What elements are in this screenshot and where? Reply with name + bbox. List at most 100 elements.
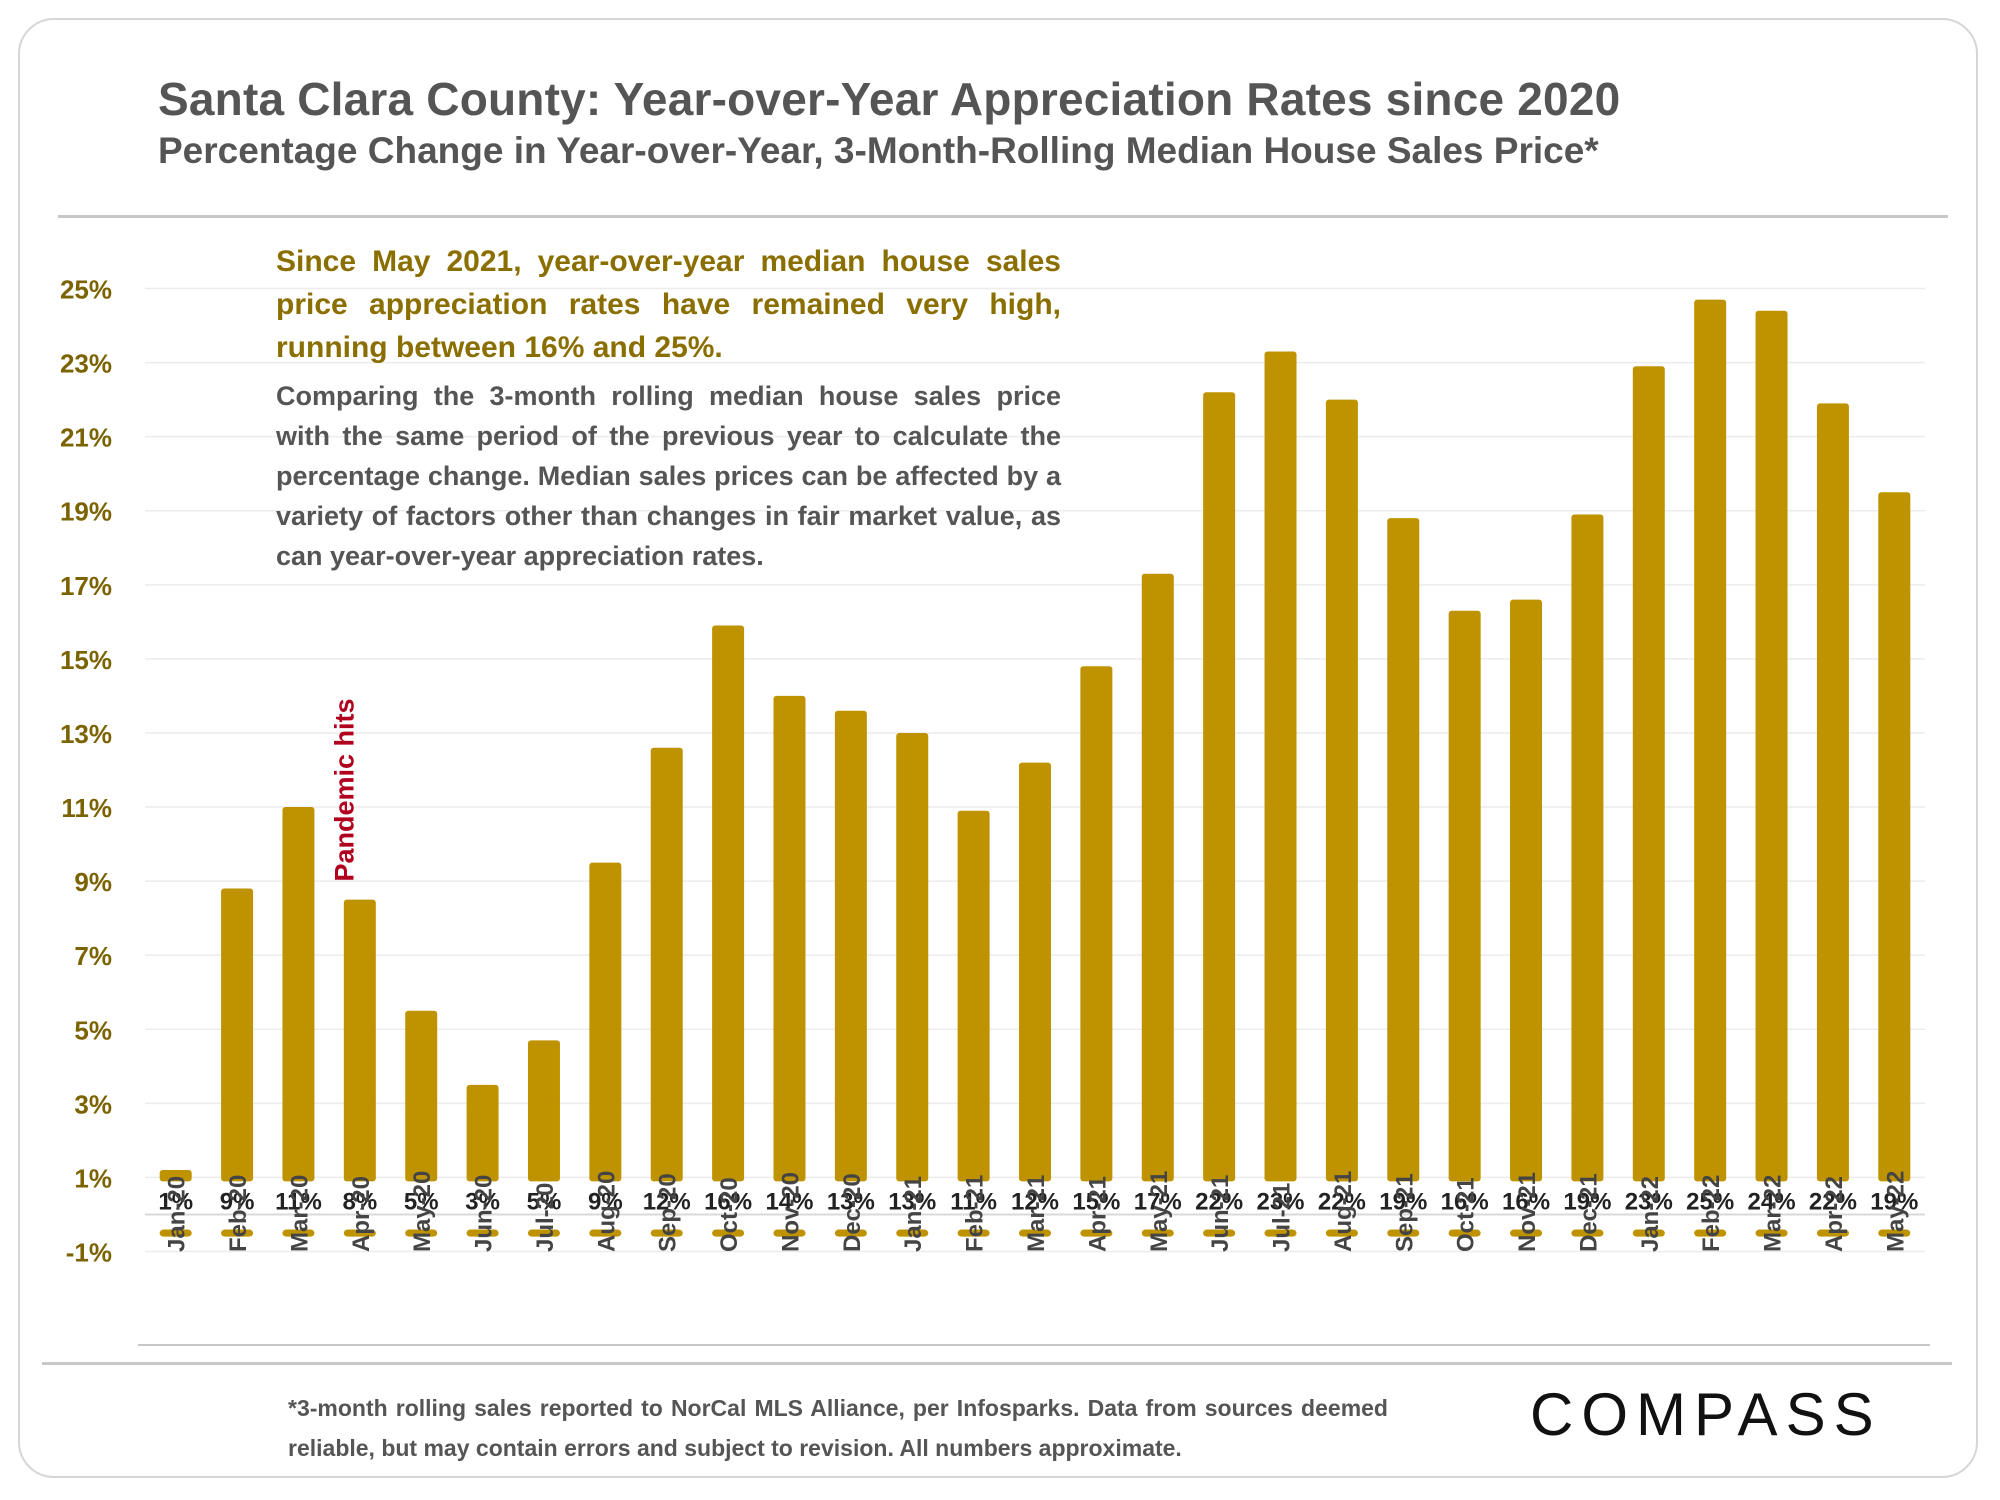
y-tick-label: 17% bbox=[60, 571, 112, 601]
chart-title: Santa Clara County: Year-over-Year Appre… bbox=[158, 73, 1621, 125]
y-tick-label: 19% bbox=[60, 497, 112, 527]
bar-base bbox=[527, 1229, 560, 1237]
bar-base bbox=[957, 1229, 990, 1237]
bar-base bbox=[1816, 1229, 1849, 1237]
x-tick-label: Sep-21 bbox=[1391, 1173, 1418, 1252]
bar-base bbox=[282, 1229, 315, 1237]
footnote: *3-month rolling sales reported to NorCa… bbox=[288, 1395, 1388, 1461]
data-label: 16% bbox=[704, 1188, 752, 1215]
data-label: 12% bbox=[1011, 1188, 1059, 1215]
x-tick-label: Nov-20 bbox=[777, 1172, 804, 1252]
x-tick-label: Jan-22 bbox=[1637, 1176, 1664, 1252]
bar bbox=[1510, 599, 1543, 1182]
y-tick-label: 9% bbox=[74, 867, 112, 897]
bar-base bbox=[1448, 1229, 1481, 1237]
y-tick-label: 7% bbox=[74, 941, 112, 971]
bar-base bbox=[712, 1229, 745, 1237]
bar bbox=[1080, 666, 1113, 1182]
bar bbox=[1755, 310, 1788, 1182]
bar bbox=[1325, 399, 1358, 1182]
bar bbox=[1264, 351, 1297, 1182]
compass-logo: COMPASS bbox=[1530, 1381, 1882, 1448]
x-tick-label: Jun-20 bbox=[471, 1175, 498, 1252]
bar bbox=[221, 888, 254, 1182]
bar bbox=[1203, 392, 1236, 1182]
annotation-headline: Since May 2021, year-over-year median ho… bbox=[276, 245, 1061, 364]
data-label: 19% bbox=[1379, 1188, 1427, 1215]
x-tick-label: May-22 bbox=[1882, 1171, 1909, 1252]
bar-base bbox=[834, 1229, 867, 1237]
y-tick-label: 15% bbox=[60, 645, 112, 675]
bar bbox=[527, 1040, 560, 1182]
data-label: 11% bbox=[275, 1188, 322, 1215]
x-tick-label: Oct-20 bbox=[716, 1177, 743, 1252]
bar-base bbox=[589, 1229, 622, 1237]
bar-base bbox=[1019, 1229, 1051, 1237]
x-tick-label: Dec-21 bbox=[1575, 1173, 1602, 1252]
bar bbox=[834, 710, 867, 1182]
bar bbox=[282, 807, 315, 1182]
bar bbox=[1571, 514, 1604, 1182]
bar-base bbox=[466, 1229, 499, 1237]
data-label: 12% bbox=[643, 1188, 691, 1215]
bar bbox=[1878, 492, 1911, 1182]
y-tick-label: 13% bbox=[60, 719, 112, 749]
bar-base bbox=[1571, 1229, 1604, 1237]
x-tick-label: Jul-21 bbox=[1269, 1183, 1296, 1252]
data-label: 13% bbox=[827, 1188, 875, 1215]
y-tick-label: 25% bbox=[60, 275, 112, 305]
x-tick-label: Feb-21 bbox=[962, 1175, 989, 1252]
bar-base bbox=[1080, 1229, 1113, 1237]
bar-base bbox=[1694, 1229, 1727, 1237]
data-label: 25% bbox=[1686, 1188, 1734, 1215]
x-tick-label: Apr-20 bbox=[348, 1176, 375, 1252]
x-tick-label: Mar-22 bbox=[1760, 1175, 1787, 1252]
data-label: 14% bbox=[765, 1188, 813, 1215]
data-label: 19% bbox=[1563, 1188, 1611, 1215]
bar bbox=[589, 862, 622, 1182]
bar bbox=[1141, 573, 1174, 1182]
x-tick-label: Sep-20 bbox=[655, 1173, 682, 1252]
bar bbox=[405, 1010, 438, 1182]
data-label: 24% bbox=[1748, 1188, 1796, 1215]
data-label: 9% bbox=[220, 1188, 255, 1215]
x-tick-label: Jan-21 bbox=[900, 1176, 927, 1252]
bar-base bbox=[405, 1229, 438, 1237]
data-label: 5% bbox=[404, 1188, 439, 1215]
x-tick-label: Apr-22 bbox=[1821, 1176, 1848, 1252]
bar-base bbox=[1510, 1229, 1543, 1237]
pandemic-label: Pandemic hits bbox=[329, 698, 360, 882]
bar bbox=[1632, 366, 1665, 1182]
data-label: 3% bbox=[465, 1188, 500, 1215]
x-tick-label: May-20 bbox=[409, 1171, 436, 1252]
data-label: 1% bbox=[158, 1188, 193, 1215]
bar-base bbox=[343, 1229, 376, 1237]
x-tick-label: Jun-21 bbox=[1207, 1175, 1234, 1252]
data-label: 15% bbox=[1072, 1188, 1120, 1215]
bar-base bbox=[1325, 1229, 1358, 1237]
y-tick-label: 23% bbox=[60, 349, 112, 379]
bar bbox=[343, 899, 376, 1182]
bar bbox=[466, 1084, 499, 1182]
x-tick-label: Mar-21 bbox=[1023, 1175, 1050, 1252]
x-tick-label: Feb-20 bbox=[225, 1175, 252, 1252]
bar-base bbox=[159, 1229, 192, 1237]
bar-base bbox=[896, 1229, 929, 1237]
data-label: 17% bbox=[1134, 1188, 1182, 1215]
bar-base bbox=[1632, 1229, 1665, 1237]
data-label: 22% bbox=[1318, 1188, 1366, 1215]
bar bbox=[957, 810, 990, 1182]
x-tick-label: May-21 bbox=[1146, 1171, 1173, 1252]
bar bbox=[1694, 299, 1727, 1182]
x-tick-label: Aug-21 bbox=[1330, 1171, 1357, 1252]
x-tick-label: Nov-21 bbox=[1514, 1172, 1541, 1252]
data-label: 13% bbox=[888, 1188, 936, 1215]
data-label: 16% bbox=[1502, 1188, 1550, 1215]
bar bbox=[1448, 610, 1481, 1182]
bar-base bbox=[1141, 1229, 1174, 1237]
y-tick-label: 21% bbox=[60, 423, 112, 453]
data-label: 9% bbox=[588, 1188, 623, 1215]
data-label: 16% bbox=[1441, 1188, 1489, 1215]
bar bbox=[712, 625, 745, 1182]
